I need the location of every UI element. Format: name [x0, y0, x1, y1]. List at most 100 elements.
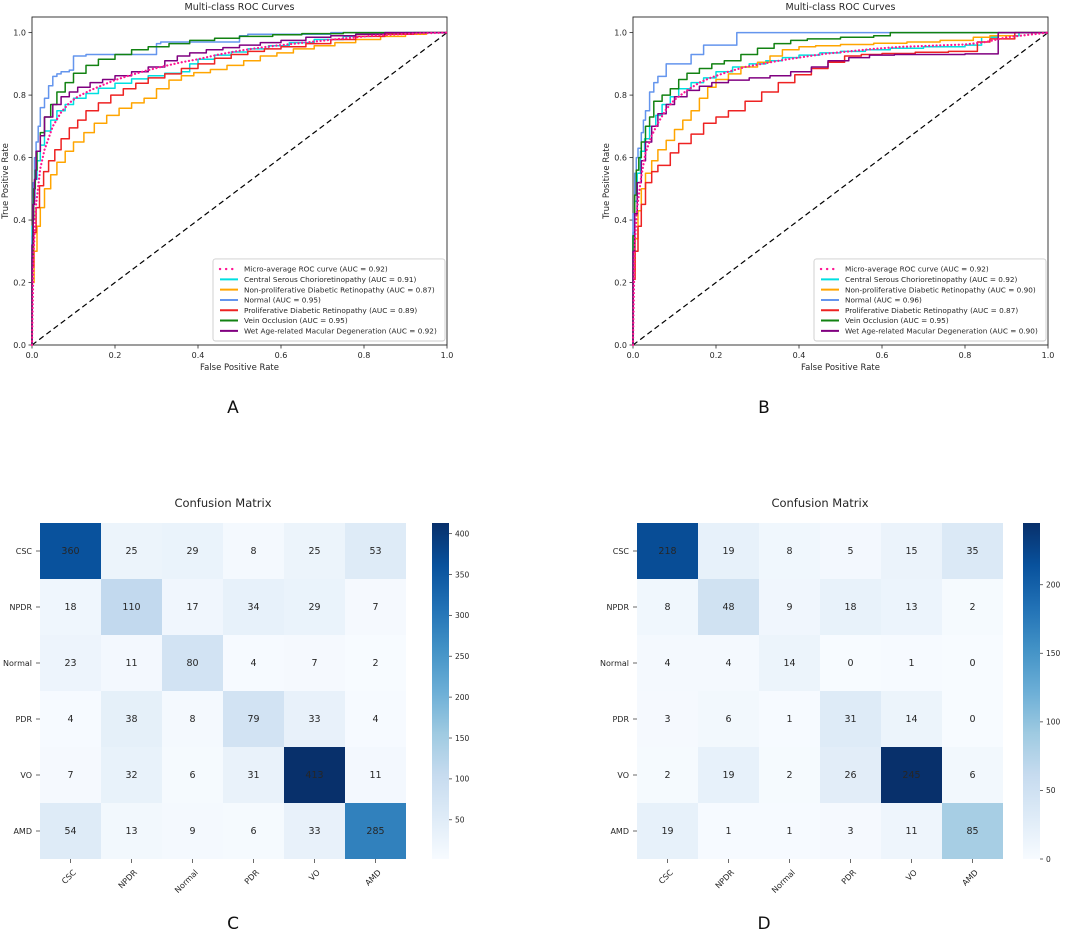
row-label: Normal [3, 659, 32, 668]
heatmap-cell [881, 579, 942, 635]
row-label: VO [617, 771, 629, 780]
heatmap-cell [345, 523, 406, 579]
cell-value: 8 [189, 714, 195, 725]
legend: Micro-average ROC curve (AUC = 0.92)Cent… [212, 258, 446, 342]
roc-series-micro-average [631, 31, 1050, 347]
cell-value: 11 [125, 658, 137, 669]
heatmap-cell [942, 635, 1003, 691]
row-label: VO [20, 771, 32, 780]
heatmap-cell [162, 635, 223, 691]
heatmap-cell [101, 691, 162, 747]
legend-entry-label: Vein Occlusion (AUC = 0.95) [845, 316, 949, 325]
cell-value: 54 [64, 826, 76, 837]
cell-value: 26 [844, 770, 856, 781]
cell-value: 35 [966, 546, 978, 557]
heatmap-cell [284, 803, 345, 859]
colorbar-tick-label: 350 [455, 570, 470, 579]
heatmap-cell [698, 747, 759, 803]
heatmap-cell [101, 635, 162, 691]
column-label: VO [904, 868, 919, 883]
cell-value: 15 [905, 546, 917, 557]
heatmap-cell [820, 579, 881, 635]
heatmap-cell [101, 523, 162, 579]
cell-value: 8 [664, 602, 670, 613]
colorbar-tick-label: 100 [455, 775, 470, 784]
x-tick-label: 0.2 [710, 351, 723, 360]
heatmap-cell [284, 523, 345, 579]
cell-value: 8 [250, 546, 256, 557]
heatmap-cell [40, 691, 101, 747]
heatmap-cell [223, 691, 284, 747]
cell-value: 14 [783, 658, 795, 669]
row-label: AMD [610, 827, 629, 836]
cell-value: 48 [722, 602, 734, 613]
legend-entry-label: Normal (AUC = 0.96) [845, 296, 922, 305]
heatmap-cell [345, 803, 406, 859]
cell-value: 6 [969, 770, 975, 781]
cell-value: 17 [186, 602, 198, 613]
cell-value: 1 [908, 658, 914, 669]
roc-series-micro-average [30, 31, 449, 347]
heatmap-cell [637, 691, 698, 747]
column-label: VO [307, 868, 322, 883]
heatmap-cell [40, 523, 101, 579]
cell-value: 0 [969, 658, 975, 669]
colorbar-tick-label: 50 [1046, 786, 1056, 795]
chart-title: Multi-class ROC Curves [786, 2, 896, 13]
y-tick-label: 0.8 [13, 91, 26, 100]
heatmap-cell [162, 579, 223, 635]
cell-value: 4 [664, 658, 670, 669]
cell-value: 8 [786, 546, 792, 557]
cell-value: 4 [67, 714, 73, 725]
colorbar-tick-label: 100 [1046, 718, 1061, 727]
y-tick-label: 0.6 [13, 153, 26, 162]
cell-value: 7 [67, 770, 73, 781]
cell-value: 79 [247, 714, 259, 725]
cell-value: 31 [247, 770, 259, 781]
cell-value: 218 [658, 546, 676, 557]
heatmap-cell [759, 803, 820, 859]
roc-series-line [632, 31, 1048, 345]
row-label: AMD [13, 827, 32, 836]
row-label: CSC [16, 547, 33, 556]
cell-value: 0 [847, 658, 853, 669]
legend-entry-label: Normal (AUC = 0.95) [244, 296, 321, 305]
cell-value: 11 [905, 826, 917, 837]
roc-series-line [632, 31, 1048, 345]
column-label: NPDR [117, 868, 140, 891]
cell-value: 31 [844, 714, 856, 725]
column-label: PDR [840, 868, 858, 886]
cell-value: 2 [969, 602, 975, 613]
cell-value: 1 [786, 826, 792, 837]
heatmap-cell [637, 635, 698, 691]
x-tick-label: 1.0 [441, 351, 454, 360]
panel-label-a: A [227, 398, 239, 418]
heatmap-cell [942, 579, 1003, 635]
row-label: CSC [613, 547, 630, 556]
legend-entry-label: Non-proliferative Diabetic Retinopathy (… [244, 285, 435, 294]
heatmap-cell [759, 747, 820, 803]
x-tick-label: 1.0 [1042, 351, 1055, 360]
cell-value: 11 [369, 770, 381, 781]
column-label: CSC [60, 868, 78, 886]
heatmap-cell [637, 803, 698, 859]
heatmap-cell [345, 635, 406, 691]
y-tick-label: 0.4 [614, 216, 627, 225]
heatmap-cell [942, 523, 1003, 579]
heatmap-cell [881, 691, 942, 747]
heatmap-cell [698, 523, 759, 579]
heatmap-cell [820, 747, 881, 803]
y-tick-label: 1.0 [13, 28, 26, 37]
panel-label-b: B [758, 398, 770, 418]
cell-value: 7 [311, 658, 317, 669]
heatmap-cell [223, 579, 284, 635]
chance-diagonal-line [31, 32, 448, 346]
x-tick-label: 0.4 [192, 351, 205, 360]
heatmap-cell [881, 523, 942, 579]
cell-value: 9 [786, 602, 792, 613]
x-tick-label: 0.6 [876, 351, 889, 360]
heatmap-cell [637, 747, 698, 803]
x-tick-label: 0.4 [793, 351, 806, 360]
cell-value: 2 [664, 770, 670, 781]
cell-value: 285 [366, 826, 384, 837]
